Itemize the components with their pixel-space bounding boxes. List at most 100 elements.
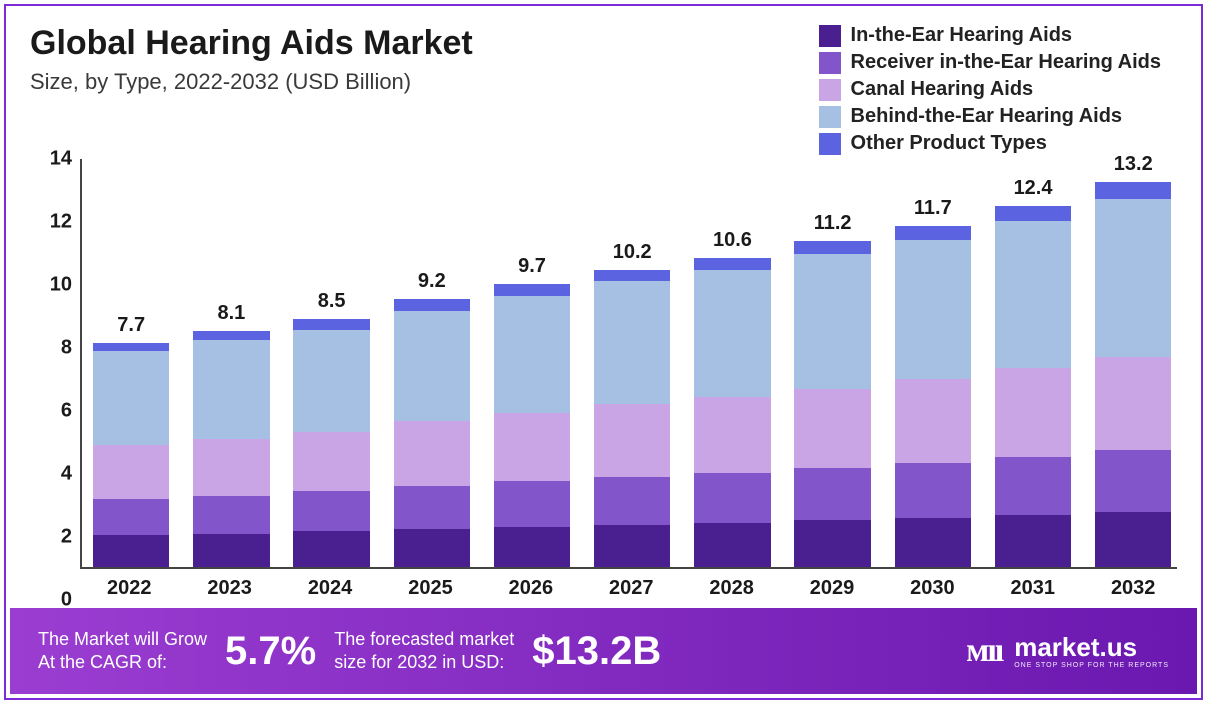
bar-stack — [394, 299, 470, 567]
bar-column: 11.7 — [895, 159, 971, 567]
bar-segment — [895, 240, 971, 379]
chart-subtitle: Size, by Type, 2022-2032 (USD Billion) — [30, 69, 819, 95]
bar-column: 9.7 — [494, 159, 570, 567]
bar-segment — [494, 413, 570, 482]
bar-segment — [895, 226, 971, 240]
brand: ᴍıı market.us ONE STOP SHOP FOR THE REPO… — [966, 632, 1169, 670]
bar-segment — [93, 445, 169, 499]
bar-segment — [1095, 450, 1171, 512]
bar-segment — [794, 468, 870, 520]
bar-segment — [694, 270, 770, 397]
bar-segment — [995, 457, 1071, 515]
legend-swatch — [819, 79, 841, 101]
legend-label: Receiver in-the-Ear Hearing Aids — [851, 51, 1161, 74]
x-tick-label: 2025 — [392, 577, 469, 600]
bar-segment — [93, 535, 169, 567]
bar-segment — [995, 221, 1071, 368]
bar-segment — [895, 463, 971, 518]
legend-label: In-the-Ear Hearing Aids — [851, 24, 1073, 47]
bar-segment — [93, 343, 169, 352]
bar-segment — [694, 258, 770, 270]
bar-segment — [93, 351, 169, 444]
bar-stack — [1095, 182, 1171, 567]
legend: In-the-Ear Hearing Aids Receiver in-the-E… — [819, 24, 1161, 155]
bar-stack — [494, 284, 570, 567]
bar-segment — [394, 486, 470, 529]
bar-segment — [93, 499, 169, 535]
bar-segment — [794, 389, 870, 468]
cagr-label-line1: The Market will Grow — [38, 628, 207, 651]
bar-segment — [394, 421, 470, 486]
bar-stack — [594, 270, 670, 567]
bar-total-label: 10.6 — [713, 229, 752, 252]
y-tick-label: 14 — [50, 148, 72, 171]
brand-logo-icon: ᴍıı — [966, 632, 1002, 670]
brand-tagline: ONE STOP SHOP FOR THE REPORTS — [1014, 662, 1169, 669]
bar-segment — [293, 330, 369, 432]
bar-segment — [1095, 512, 1171, 567]
bar-segment — [794, 254, 870, 389]
plot: 02468101214 7.78.18.59.29.710.210.611.21… — [30, 159, 1177, 600]
bar-column: 7.7 — [93, 159, 169, 567]
bar-column: 8.5 — [293, 159, 369, 567]
y-tick-label: 0 — [61, 589, 72, 612]
bar-stack — [794, 241, 870, 567]
bar-column: 12.4 — [995, 159, 1071, 567]
legend-item: Receiver in-the-Ear Hearing Aids — [819, 51, 1161, 74]
bar-segment — [494, 296, 570, 413]
bar-column: 10.2 — [594, 159, 670, 567]
y-tick-label: 4 — [61, 463, 72, 486]
bar-total-label: 11.7 — [914, 197, 952, 220]
x-tick-label: 2022 — [91, 577, 168, 600]
forecast-label-line2: size for 2032 in USD: — [334, 651, 514, 674]
legend-swatch — [819, 133, 841, 155]
y-tick-label: 6 — [61, 400, 72, 423]
x-tick-label: 2031 — [994, 577, 1071, 600]
bar-total-label: 8.5 — [318, 290, 346, 313]
bar-segment — [995, 368, 1071, 457]
bar-segment — [293, 319, 369, 329]
bar-segment — [594, 270, 670, 282]
bar-segment — [293, 531, 369, 567]
bar-segment — [193, 534, 269, 568]
y-tick-label: 2 — [61, 526, 72, 549]
bar-segment — [594, 281, 670, 404]
bar-column: 9.2 — [394, 159, 470, 567]
y-tick-label: 12 — [50, 211, 72, 234]
bar-total-label: 7.7 — [117, 314, 145, 337]
x-tick-label: 2030 — [894, 577, 971, 600]
bar-segment — [494, 527, 570, 567]
bar-segment — [193, 340, 269, 438]
forecast-label-line1: The forecasted market — [334, 628, 514, 651]
bar-total-label: 12.4 — [1014, 177, 1053, 200]
legend-swatch — [819, 25, 841, 47]
x-tick-label: 2029 — [794, 577, 871, 600]
legend-swatch — [819, 52, 841, 74]
y-tick-label: 10 — [50, 274, 72, 297]
header-row: Global Hearing Aids Market Size, by Type… — [30, 24, 1177, 155]
legend-item: In-the-Ear Hearing Aids — [819, 24, 1161, 47]
brand-name: market.us — [1014, 634, 1169, 660]
bar-segment — [694, 523, 770, 567]
x-tick-label: 2027 — [593, 577, 670, 600]
bar-segment — [1095, 199, 1171, 356]
bar-segment — [594, 525, 670, 567]
bars-wrap: 7.78.18.59.29.710.210.611.211.712.413.2 … — [80, 159, 1177, 600]
titles: Global Hearing Aids Market Size, by Type… — [30, 24, 819, 95]
bar-segment — [193, 331, 269, 340]
bar-column: 8.1 — [193, 159, 269, 567]
bar-segment — [895, 518, 971, 567]
bar-segment — [995, 206, 1071, 222]
bar-segment — [293, 491, 369, 531]
bar-segment — [394, 299, 470, 311]
bar-segment — [794, 520, 870, 567]
bar-stack — [694, 258, 770, 567]
forecast-label: The forecasted market size for 2032 in U… — [334, 628, 514, 675]
bar-total-label: 13.2 — [1114, 153, 1153, 176]
brand-text: market.us ONE STOP SHOP FOR THE REPORTS — [1014, 634, 1169, 669]
bar-total-label: 10.2 — [613, 241, 652, 264]
x-tick-label: 2024 — [292, 577, 369, 600]
bar-segment — [394, 529, 470, 567]
bar-segment — [494, 284, 570, 296]
bar-segment — [895, 379, 971, 463]
